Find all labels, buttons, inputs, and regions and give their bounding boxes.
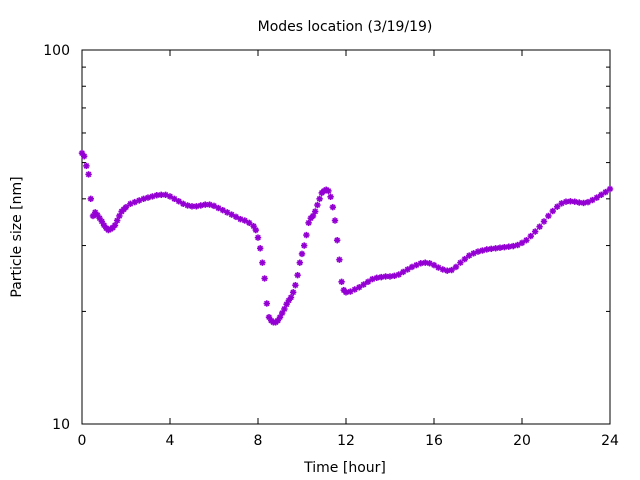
data-point: [175, 198, 182, 205]
x-tick-label: 12: [337, 433, 355, 449]
data-point: [287, 294, 295, 301]
data-point: [180, 200, 187, 207]
x-tick-label: 0: [78, 433, 87, 449]
data-point: [549, 207, 556, 215]
y-tick-label: 100: [43, 43, 70, 59]
data-point: [327, 193, 334, 201]
data-point: [334, 237, 341, 244]
data-point: [85, 171, 92, 178]
data-point: [153, 192, 160, 199]
data-point: [166, 193, 174, 200]
data-point: [292, 282, 299, 289]
data-points: [78, 149, 614, 326]
data-point: [598, 191, 605, 199]
data-point: [395, 271, 402, 278]
data-point: [444, 267, 451, 274]
data-point: [532, 228, 539, 235]
x-tick-label: 16: [425, 433, 443, 449]
x-axis-label: Time [hour]: [303, 460, 386, 476]
data-point: [261, 275, 268, 282]
data-point: [448, 266, 455, 274]
data-point: [246, 219, 253, 227]
data-point: [518, 239, 526, 247]
data-point: [290, 289, 297, 296]
data-point: [580, 199, 587, 207]
data-point: [303, 231, 310, 239]
data-point: [593, 194, 600, 201]
data-point: [527, 232, 534, 240]
data-point: [329, 203, 336, 211]
data-point: [545, 212, 552, 220]
data-point: [122, 203, 130, 211]
data-point: [257, 245, 264, 252]
data-point: [296, 259, 303, 266]
data-point: [589, 196, 596, 204]
data-point: [523, 237, 530, 244]
x-tick-label: 24: [601, 433, 619, 449]
data-point: [536, 223, 543, 230]
data-point: [457, 259, 464, 266]
data-point: [567, 198, 574, 205]
data-point: [404, 266, 411, 273]
y-axis-ticks: 10 100: [43, 43, 610, 433]
data-point: [314, 201, 321, 209]
data-point: [305, 219, 312, 227]
data-point: [241, 217, 248, 224]
y-tick-label: 10: [52, 417, 70, 433]
data-point: [294, 271, 301, 279]
data-point: [81, 153, 88, 160]
data-point: [281, 305, 288, 313]
data-point: [252, 226, 259, 234]
data-point: [301, 242, 308, 249]
data-point: [602, 188, 609, 196]
x-tick-label: 20: [513, 433, 531, 449]
data-point: [540, 218, 548, 225]
x-tick-label: 4: [166, 433, 175, 449]
data-point: [331, 217, 339, 224]
data-point: [312, 208, 319, 215]
data-point: [171, 195, 178, 203]
data-point: [316, 195, 323, 203]
data-point: [400, 268, 407, 276]
data-point: [87, 195, 94, 203]
x-axis-ticks: 0 4 8 12 16 20 24: [78, 50, 619, 449]
data-point: [417, 260, 424, 267]
data-point: [430, 261, 438, 269]
data-point: [452, 263, 460, 271]
data-point: [364, 278, 372, 286]
y-axis-label: Particle size [nm]: [9, 176, 25, 297]
chart-title: Modes location (3/19/19): [258, 19, 433, 35]
data-point: [336, 256, 343, 263]
data-point: [356, 284, 363, 291]
data-point: [254, 234, 262, 241]
data-point: [338, 278, 345, 286]
data-point: [263, 300, 270, 307]
data-point: [360, 281, 367, 288]
x-tick-label: 8: [254, 433, 263, 449]
data-point: [461, 255, 468, 263]
data-point: [325, 187, 332, 195]
data-point: [259, 259, 266, 266]
data-point: [83, 162, 90, 170]
data-point: [554, 203, 561, 210]
data-point: [606, 185, 614, 193]
data-point: [298, 250, 306, 258]
